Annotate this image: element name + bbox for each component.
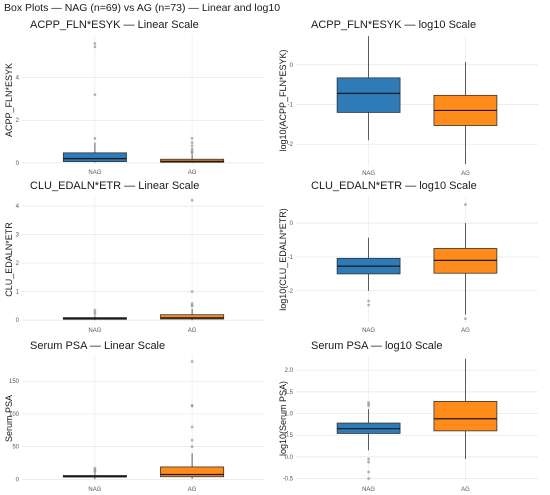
y-tick-label: 0 — [290, 63, 294, 69]
y-tick-label: 100 — [9, 412, 20, 418]
outlier-point — [367, 460, 370, 464]
outlier-point — [190, 147, 194, 151]
outlier-point — [367, 404, 370, 408]
chart-panel: Serum PSA — Linear Scale Serum PSA 0 50 100 1… — [4, 340, 265, 493]
x-tick-label: AG — [188, 170, 197, 176]
outlier-point — [367, 303, 370, 307]
y-axis-label: Serum PSA — [4, 395, 14, 442]
panel-title: ACPP_FLN*ESYK — Linear Scale — [30, 19, 199, 31]
y-tick-label: 0.0 — [285, 455, 294, 461]
y-axis-label: log10(Serum PSA) — [278, 381, 288, 456]
x-tick-label: AG — [461, 328, 470, 334]
x-tick-label: NAG — [362, 328, 375, 334]
outlier-point — [190, 438, 194, 442]
box-nag — [62, 152, 127, 162]
y-tick-label: -1 — [288, 255, 294, 261]
outlier-point — [190, 445, 194, 449]
outlier-point — [367, 470, 370, 474]
y-axis-label: log10(ACPP_FLN*ESYK) — [278, 49, 288, 151]
panel-title: Serum PSA — Linear Scale — [30, 340, 165, 352]
y-tick-label: -0.5 — [283, 477, 294, 483]
y-tick-label: 0 — [16, 477, 20, 483]
chart-panel: CLU_EDALN*ETR — Linear Scale CLU_EDALN*ET… — [4, 180, 265, 334]
outlier-point — [93, 42, 97, 45]
x-tick-label: NAG — [362, 487, 375, 493]
x-tick-label: NAG — [362, 171, 375, 177]
y-tick-label: 0 — [16, 318, 20, 324]
x-tick-label: AG — [461, 171, 470, 177]
outlier-point — [93, 93, 97, 97]
chart-panel: ACPP_FLN*ESYK — log10 Scale log10(ACPP_FL… — [278, 19, 538, 177]
outlier-point — [190, 141, 194, 145]
x-tick-label: AG — [188, 328, 197, 334]
y-tick-label: -1 — [288, 102, 294, 108]
panel-title: CLU_EDALN*ETR — log10 Scale — [311, 180, 477, 192]
y-tick-label: 50 — [12, 445, 19, 451]
outlier-point — [190, 151, 194, 155]
y-axis-label: ACPP_FLN*ESYK — [4, 63, 14, 137]
outlier-point — [190, 404, 194, 408]
panel-title: Serum PSA — log10 Scale — [311, 340, 442, 352]
x-tick-label: NAG — [88, 170, 101, 176]
outlier-point — [367, 299, 370, 303]
x-tick-label: AG — [188, 487, 197, 493]
box-ag — [160, 158, 225, 163]
outlier-point — [464, 317, 467, 320]
chart-panel: CLU_EDALN*ETR — log10 Scale log10(CLU_EDA… — [278, 180, 538, 334]
figure-title: Box Plots — NAG (n=69) vs AG (n=73) — Li… — [4, 2, 281, 14]
outlier-point — [367, 477, 370, 480]
outlier-point — [190, 136, 194, 140]
panel-title: CLU_EDALN*ETR — Linear Scale — [30, 180, 199, 192]
y-axis-label: CLU_EDALN*ETR — [4, 222, 14, 297]
y-tick-label: 1 — [16, 290, 20, 296]
outlier-point — [93, 312, 97, 316]
y-tick-label: 0 — [290, 221, 294, 227]
outlier-point — [464, 203, 467, 206]
outlier-point — [190, 198, 194, 202]
outlier-point — [190, 425, 194, 429]
y-tick-label: 2.0 — [285, 368, 294, 374]
outlier-point — [190, 144, 194, 148]
x-tick-label: AG — [461, 487, 470, 493]
y-tick-label: 2 — [16, 261, 20, 267]
outlier-point — [93, 45, 97, 49]
box-ag — [433, 400, 498, 432]
x-tick-label: NAG — [88, 328, 101, 334]
chart-panel: Serum PSA — log10 Scale log10(Serum PSA) -… — [278, 340, 538, 493]
outlier-point — [93, 308, 97, 312]
outlier-point — [190, 304, 194, 308]
outlier-point — [190, 360, 194, 363]
x-tick-label: NAG — [88, 487, 101, 493]
y-tick-label: 2 — [16, 118, 20, 124]
box-ag — [160, 466, 225, 478]
outlier-point — [93, 136, 97, 140]
outlier-point — [93, 470, 97, 474]
panel-title: ACPP_FLN*ESYK — log10 Scale — [311, 19, 476, 31]
box-ag — [160, 314, 225, 320]
y-tick-label: 4 — [16, 76, 20, 82]
y-axis-label: log10(CLU_EDALN*ETR) — [278, 208, 288, 311]
outlier-point — [190, 290, 194, 294]
y-tick-label: 1.5 — [285, 390, 294, 396]
y-tick-label: 3 — [16, 233, 20, 239]
y-tick-label: 4 — [16, 204, 20, 210]
y-tick-label: -2 — [288, 142, 294, 148]
y-tick-label: -2 — [288, 289, 294, 295]
y-tick-label: 0.5 — [285, 433, 294, 439]
box-nag — [336, 77, 401, 113]
outlier-point — [367, 457, 370, 461]
y-tick-label: 1.0 — [285, 412, 294, 418]
chart-panel: ACPP_FLN*ESYK — Linear Scale ACPP_FLN*ESY… — [4, 19, 265, 176]
y-tick-label: 0 — [16, 161, 20, 167]
y-tick-label: 150 — [9, 379, 20, 385]
